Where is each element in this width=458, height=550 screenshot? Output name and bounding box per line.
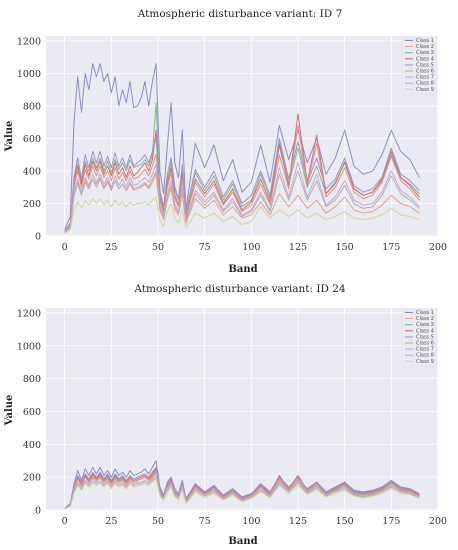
legend-label: Class 5 <box>416 62 434 68</box>
legend-label: Class 6 <box>416 341 434 347</box>
series-line-class-5 <box>64 137 420 232</box>
x-tick-label: 0 <box>62 516 68 527</box>
legend-label: Class 3 <box>416 322 434 328</box>
series-line-class-8 <box>64 476 420 510</box>
x-tick-labels: 0 25 50 75 100 125 150 175 200 <box>62 242 447 253</box>
series-line-class-1 <box>64 460 420 509</box>
x-tick-label: 50 <box>152 516 164 527</box>
series-line-class-9 <box>64 478 420 510</box>
y-axis-label: Value <box>4 395 15 427</box>
x-tick-label: 50 <box>152 242 164 253</box>
legend-label: Class 8 <box>416 81 434 87</box>
y-tick-label: 1000 <box>17 341 41 352</box>
legend-label: Class 2 <box>416 316 434 322</box>
y-tick-label: 200 <box>23 199 41 210</box>
y-tick-label: 1000 <box>17 69 41 80</box>
y-tick-label: 600 <box>23 407 41 418</box>
series-line-class-5 <box>64 466 420 509</box>
x-tick-label: 100 <box>242 516 260 527</box>
y-tick-label: 1200 <box>17 36 41 47</box>
y-tick-label: 600 <box>23 134 41 145</box>
x-tick-label: 175 <box>382 516 400 527</box>
x-tick-label: 75 <box>199 516 211 527</box>
y-tick-label: 1200 <box>17 308 41 319</box>
legend: Class 1 Class 2 Class 3 Class 4 Class 5 … <box>401 37 437 96</box>
series-line-class-7 <box>64 162 420 234</box>
x-tick-label: 125 <box>289 516 307 527</box>
grid <box>46 308 439 511</box>
series-line-class-1 <box>64 63 420 230</box>
y-tick-label: 800 <box>23 374 41 385</box>
x-tick-label: 0 <box>62 242 68 253</box>
y-tick-label: 400 <box>23 166 41 177</box>
series-line-class-9 <box>64 196 420 235</box>
series-lines <box>64 460 420 510</box>
series-line-class-2 <box>64 173 420 234</box>
x-tick-label: 75 <box>199 242 211 253</box>
y-tick-label: 400 <box>23 440 41 451</box>
legend-box <box>401 309 437 368</box>
x-tick-labels: 0 25 50 75 100 125 150 175 200 <box>62 516 447 527</box>
y-axis-label: Value <box>4 121 15 153</box>
legend-label: Class 1 <box>416 38 434 44</box>
legend-label: Class 9 <box>416 359 434 365</box>
legend: Class 1 Class 2 Class 3 Class 4 Class 5 … <box>401 309 437 368</box>
legend-label: Class 6 <box>416 69 434 75</box>
legend-label: Class 4 <box>416 56 434 62</box>
x-axis-label: Band <box>228 536 257 547</box>
y-tick-labels: 0 200 400 600 800 1000 1200 <box>17 308 41 516</box>
legend-label: Class 1 <box>416 310 434 316</box>
legend-label: Class 7 <box>416 75 434 81</box>
x-tick-label: 25 <box>105 516 117 527</box>
y-tick-label: 800 <box>23 101 41 112</box>
series-line-class-8 <box>64 170 420 234</box>
x-tick-label: 150 <box>336 516 354 527</box>
legend-label: Class 3 <box>416 50 434 56</box>
x-tick-label: 150 <box>336 242 354 253</box>
chart-bottom: Atmospheric disturbance variant: ID 24 0… <box>4 283 447 547</box>
series-lines <box>64 63 420 235</box>
legend-label: Class 7 <box>416 347 434 353</box>
x-tick-label: 200 <box>429 242 447 253</box>
x-tick-label: 200 <box>429 516 447 527</box>
series-line-class-6 <box>64 124 420 233</box>
series-line-class-4 <box>64 113 420 233</box>
legend-label: Class 8 <box>416 353 434 359</box>
legend-label: Class 9 <box>416 87 434 93</box>
x-axis-label: Band <box>228 264 257 275</box>
y-tick-label: 0 <box>35 232 41 243</box>
legend-label: Class 4 <box>416 328 434 334</box>
y-tick-label: 200 <box>23 473 41 484</box>
x-tick-label: 100 <box>242 242 260 253</box>
legend-label: Class 5 <box>416 334 434 340</box>
x-tick-label: 125 <box>289 242 307 253</box>
y-tick-label: 0 <box>35 506 41 517</box>
series-line-class-3 <box>64 102 420 232</box>
legend-box <box>401 37 437 96</box>
x-tick-label: 25 <box>105 242 117 253</box>
chart-title: Atmospheric disturbance variant: ID 24 <box>133 283 345 295</box>
chart-top: Atmospheric disturbance variant: ID 7 0 … <box>4 8 447 275</box>
x-tick-label: 175 <box>382 242 400 253</box>
chart-title: Atmospheric disturbance variant: ID 7 <box>137 8 343 20</box>
legend-label: Class 2 <box>416 44 434 50</box>
y-tick-labels: 0 200 400 600 800 1000 1200 <box>17 36 41 242</box>
